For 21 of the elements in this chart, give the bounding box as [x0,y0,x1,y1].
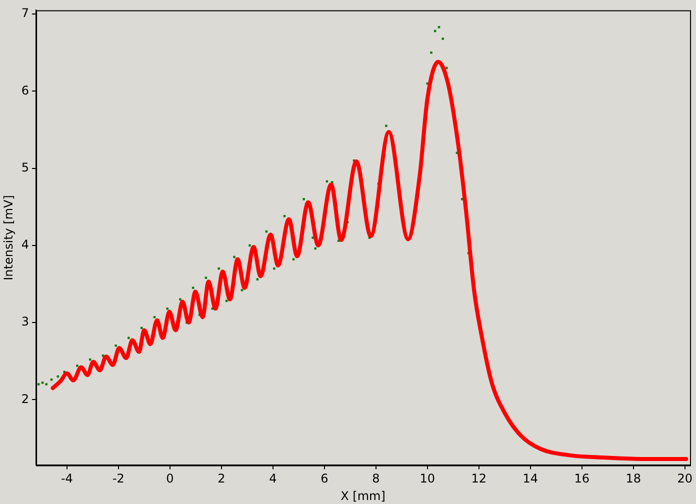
x-tick-label: 2 [218,472,226,486]
x-tick-label: -4 [60,472,73,486]
x-tick-label: 12 [471,472,487,486]
x-tick-label: 0 [166,472,174,486]
y-tick-label: 2 [21,392,30,406]
x-tick-label: 14 [522,472,538,486]
x-tick-label: 10 [420,472,436,486]
x-tick-label: 16 [574,472,590,486]
x-tick-label: 18 [626,472,641,486]
y-tick-label: 6 [21,83,30,98]
y-tick-label: 5 [21,160,30,174]
x-tick-label: 6 [320,472,328,486]
x-axis-title: X [mm] [340,488,386,503]
x-tick-label: -2 [112,472,124,486]
y-tick-label: 7 [21,6,30,20]
y-tick-label: 3 [21,314,30,329]
x-tick-label: 4 [269,472,277,486]
x-tick-label: 20 [677,472,692,486]
y-tick-label: 4 [21,238,30,252]
y-axis-title: Intensity [mV] [1,195,16,280]
x-tick-label: 8 [372,472,380,486]
